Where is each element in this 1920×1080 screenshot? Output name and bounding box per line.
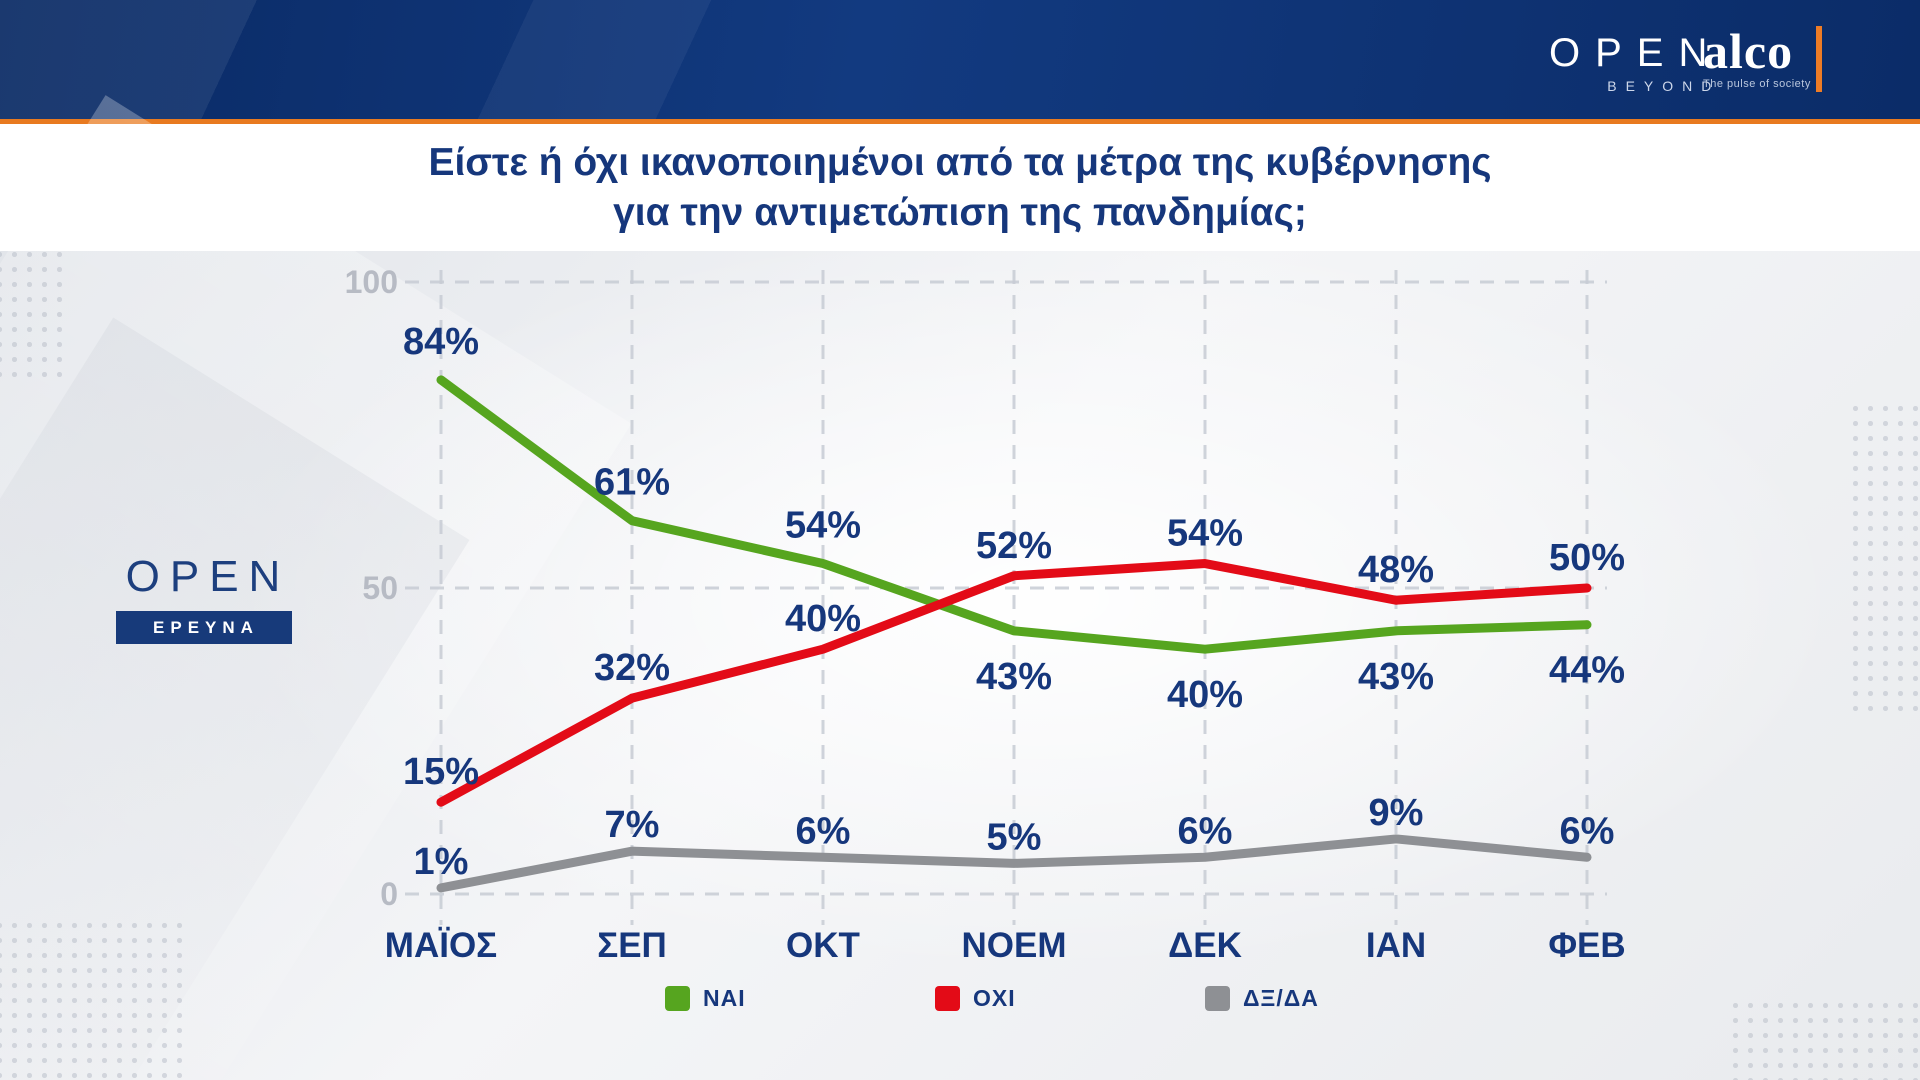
open-ereyna-logo: OPEN ΕΡΕΥΝΑ [116,552,292,644]
legend-swatch [1205,986,1230,1011]
series-line-ΝΑΙ [436,375,1592,654]
dot-pattern-right [1848,401,1920,721]
legend-item-ΟΧΙ: ΟΧΙ [935,985,1016,1012]
orange-accent-bar [1816,26,1822,92]
data-label: 40% [1167,674,1243,716]
data-label: 5% [987,816,1042,858]
dot-pattern-bottom-right [1728,998,1920,1080]
page-title-line1: Είστε ή όχι ικανοποιημένοι από τα μέτρα … [428,140,1492,184]
open-logo-text: OPEN [1549,31,1723,75]
data-label: 54% [1167,513,1243,555]
data-label: 15% [403,751,479,793]
category-label: ΙΑΝ [1366,926,1426,965]
data-label: 48% [1358,549,1434,591]
category-label: ΔΕΚ [1168,926,1242,965]
dot-pattern-bottom-left [0,918,182,1080]
legend-item-ΝΑΙ: ΝΑΙ [665,985,746,1012]
legend-label: ΝΑΙ [703,985,746,1011]
header-bar: OPEN BEYOND alco The pulse of society [0,0,1920,119]
data-label: 84% [403,321,479,363]
series-line-ΟΧΙ [436,559,1592,807]
alco-logo-text: alco [1703,23,1794,79]
open-watermark-text: OPEN [125,552,291,601]
data-label: 52% [976,525,1052,567]
legend-label: ΟΧΙ [973,985,1016,1011]
series-line-ΔΞ/ΔΑ [436,834,1592,893]
data-label: 7% [605,804,660,846]
alco-logo: alco The pulse of society [1703,26,1811,90]
trend-chart: 100 50 0 ΜΑΪΟΣ ΣΕΠ ΟΚΤ ΝΟΕΜ ΔΕΚ ΙΑΝ ΦΕΒ 84% 61% 54% 4… [345,264,1626,965]
data-label: 6% [1560,810,1615,852]
y-axis-tick-label: 0 [380,876,398,912]
data-label: 9% [1369,792,1424,834]
legend-swatch [665,986,690,1011]
category-label: ΦΕΒ [1548,926,1625,965]
legend-swatch [935,986,960,1011]
title-band: Είστε ή όχι ικανοποιημένοι από τα μέτρα … [0,124,1920,251]
open-beyond-logo: OPEN BEYOND [1549,32,1722,94]
data-label: 43% [1358,656,1434,698]
data-label: 1% [414,841,469,883]
y-axis-tick-label: 100 [345,264,398,300]
data-label: 32% [594,647,670,689]
category-label: ΝΟΕΜ [962,926,1067,965]
legend-label: ΔΞ/ΔΑ [1243,985,1319,1011]
dot-pattern-top-left [0,247,62,387]
category-label: ΟΚΤ [786,926,860,965]
data-label: 43% [976,656,1052,698]
data-label: 44% [1549,650,1625,692]
alco-tagline: The pulse of society [1703,78,1811,90]
ereyna-banner: ΕΡΕΥΝΑ [116,611,292,644]
data-label: 54% [785,505,861,547]
chart-legend: ΝΑΙ ΟΧΙ ΔΞ/ΔΑ [0,985,1920,1025]
data-label: 50% [1549,537,1625,579]
data-label: 40% [785,598,861,640]
data-label: 61% [594,462,670,504]
category-label: ΣΕΠ [597,926,667,965]
beyond-logo-text: BEYOND [1607,78,1721,94]
chart-region: 100 50 0 ΜΑΪΟΣ ΣΕΠ ΟΚΤ ΝΟΕΜ ΔΕΚ ΙΑΝ ΦΕΒ 84% 61% 54% 4… [0,95,1920,1080]
legend-item-ΔΞ/ΔΑ: ΔΞ/ΔΑ [1205,985,1319,1012]
page-title-line2: για την αντιμετώπιση της πανδημίας; [613,190,1307,234]
data-label: 6% [796,810,851,852]
y-axis-tick-label: 50 [362,570,398,606]
orange-divider-line [0,119,1920,124]
data-label: 6% [1178,810,1233,852]
category-label: ΜΑΪΟΣ [385,926,497,965]
